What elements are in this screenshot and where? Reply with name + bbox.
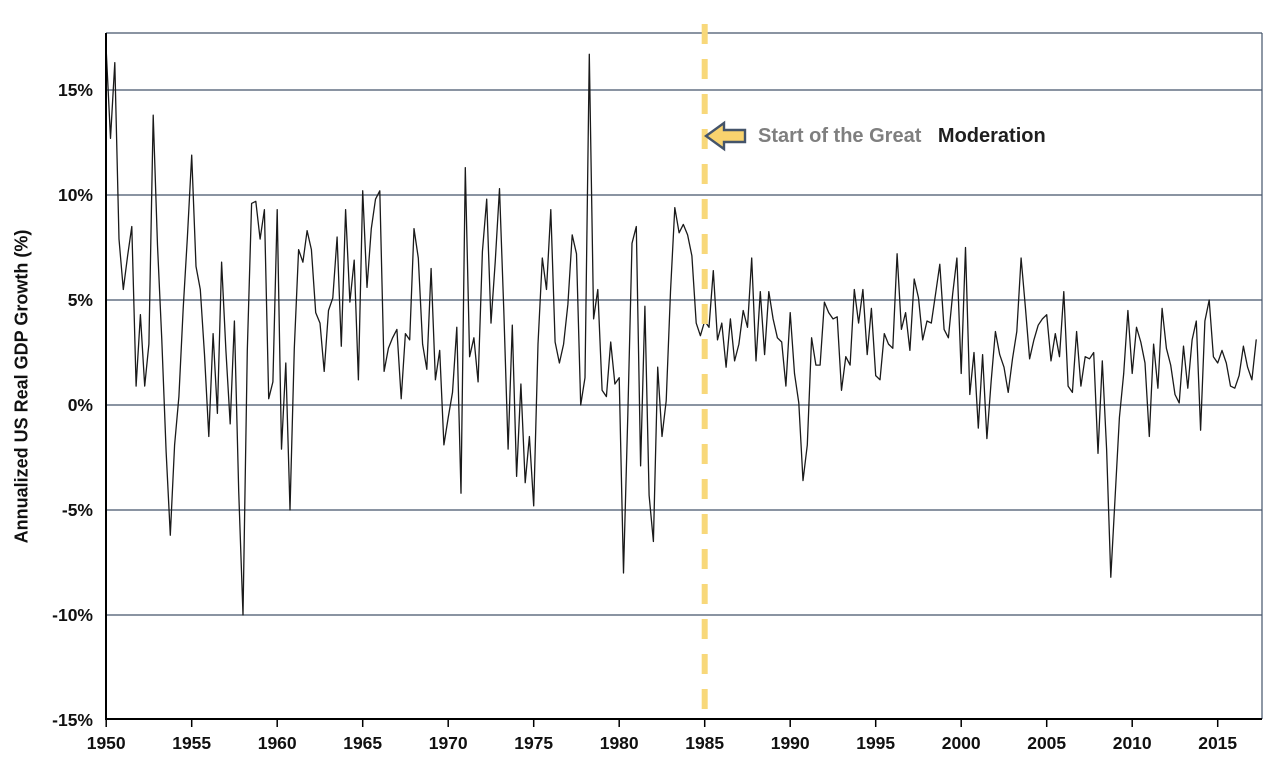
y-axis-tick-label: 15% — [58, 80, 93, 100]
x-axis-tick-label: 1960 — [258, 733, 297, 753]
y-axis-tick-label: 5% — [68, 290, 94, 310]
x-axis-tick-label: 1995 — [856, 733, 895, 753]
x-axis-tick-label: 1980 — [600, 733, 639, 753]
left-arrow-icon — [704, 120, 747, 152]
x-axis-tick-label: 2015 — [1198, 733, 1237, 753]
annotation-text-gray: Start of the Great — [758, 124, 927, 147]
y-axis-tick-label: -5% — [62, 500, 94, 520]
x-axis-tick-label: 1950 — [87, 733, 126, 753]
x-axis-tick-label: 2000 — [942, 733, 981, 753]
x-axis-tick-label: 2010 — [1113, 733, 1152, 753]
x-axis-tick-label: 1985 — [685, 733, 724, 753]
x-axis-tick-label: 1955 — [172, 733, 211, 753]
y-axis-tick-label: 0% — [68, 395, 94, 415]
x-axis-tick-label: 1965 — [343, 733, 382, 753]
y-axis-tick-label: 10% — [58, 185, 93, 205]
x-axis-tick-label: 1990 — [771, 733, 810, 753]
annotation-text-dark: Moderation — [937, 124, 1046, 147]
y-axis-tick-label: -10% — [52, 605, 93, 625]
x-axis-tick-label: 1975 — [514, 733, 553, 753]
y-axis-tick-label: -15% — [52, 710, 93, 730]
y-axis-title: Annualized US Real GDP Growth (%) — [11, 229, 32, 544]
great-moderation-annotation: Start of the Great Moderation — [704, 119, 1046, 153]
gdp-growth-line — [105, 49, 1257, 616]
x-axis-tick-label: 1970 — [429, 733, 468, 753]
x-axis-tick-label: 2005 — [1027, 733, 1066, 753]
